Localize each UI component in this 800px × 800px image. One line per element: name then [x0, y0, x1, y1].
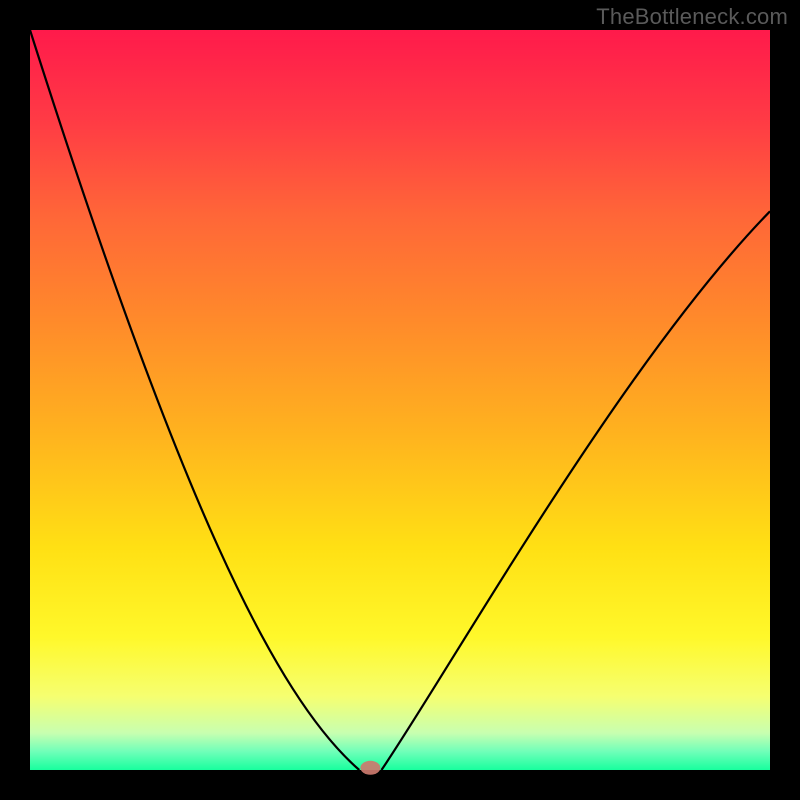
plot-background: [30, 30, 770, 770]
minimum-marker: [360, 761, 380, 775]
chart-container: TheBottleneck.com: [0, 0, 800, 800]
bottleneck-chart: [0, 0, 800, 800]
watermark-text: TheBottleneck.com: [596, 4, 788, 30]
